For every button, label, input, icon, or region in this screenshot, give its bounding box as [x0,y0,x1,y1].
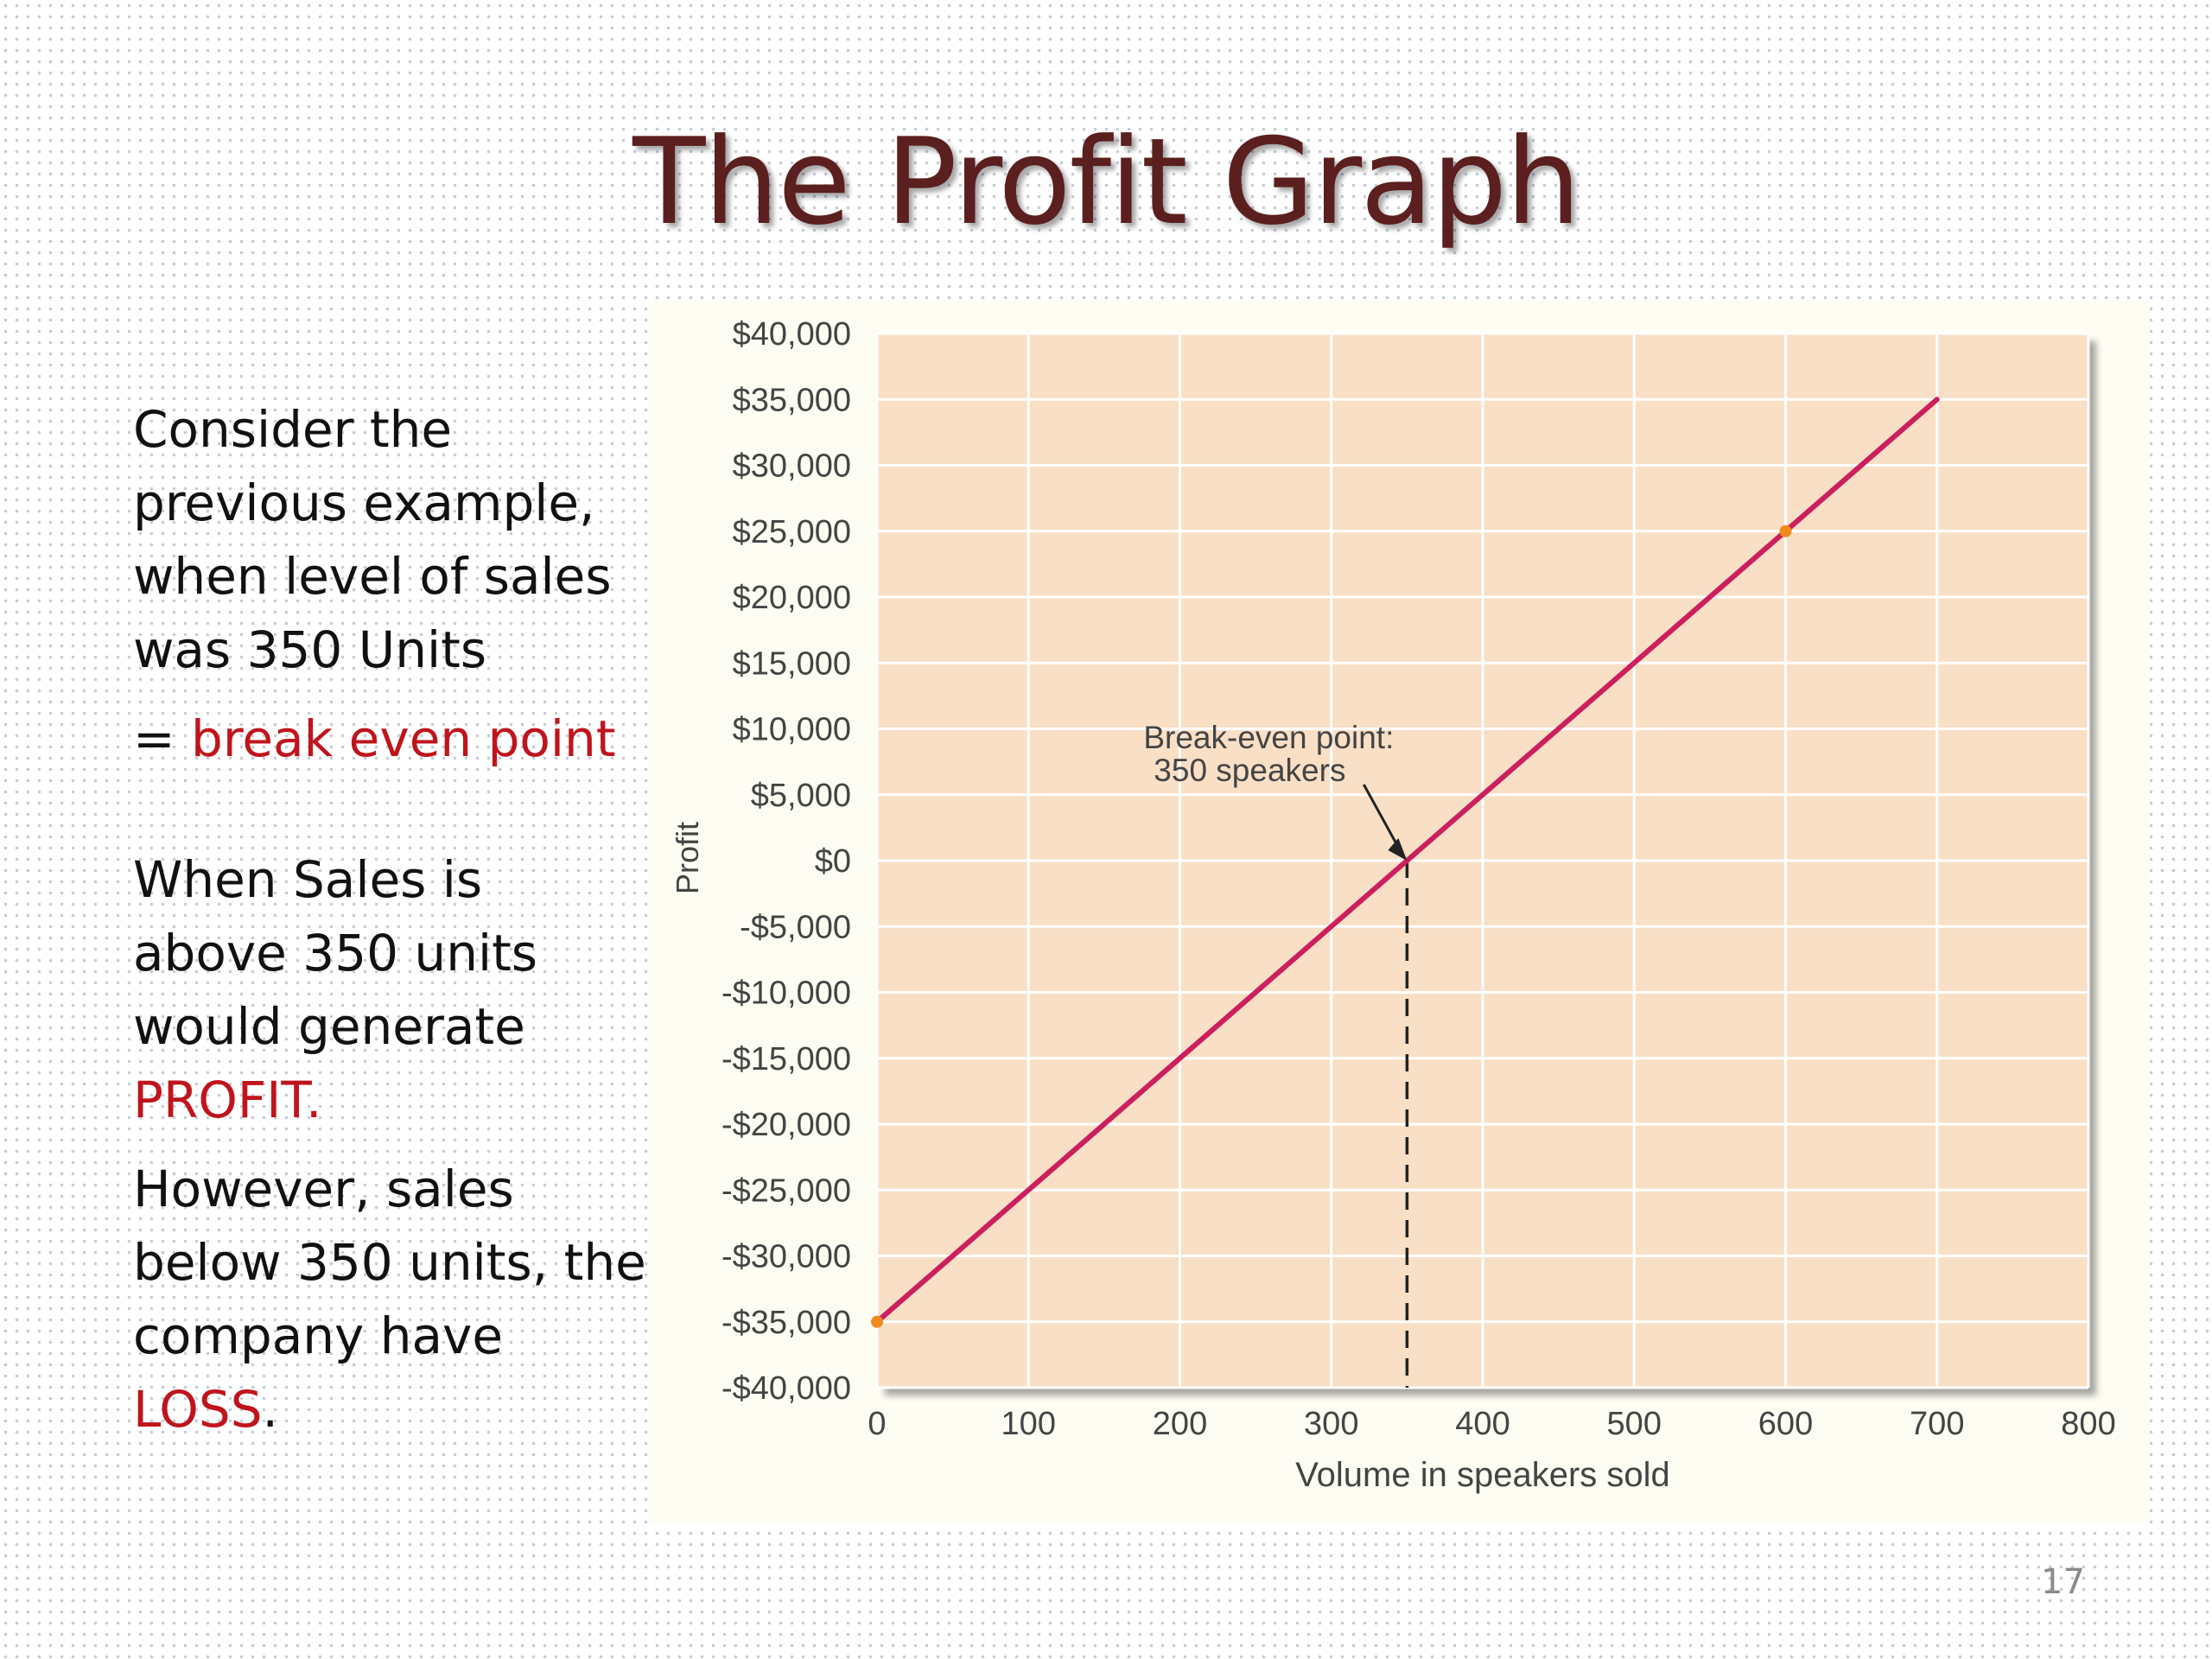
y-tick-label: $25,000 [733,514,851,550]
x-tick-label: 100 [1001,1406,1056,1442]
y-tick-label: $5,000 [751,778,851,814]
page-number: 17 [2041,1562,2085,1602]
x-tick-label: 400 [1455,1406,1510,1442]
y-tick-label: $35,000 [733,382,851,418]
y-tick-label: $30,000 [733,448,851,485]
text-loss-highlight: LOSS [133,1380,263,1439]
profit-chart: 0 100 200 300 400 500 600 700 800 $40,000 $35,000 $… [670,316,2116,1494]
annotation-label-line2: 350 speakers [1154,753,1345,788]
x-axis-label: Volume in speakers sold [1295,1456,1670,1494]
text-profit-highlight: PROFIT. [133,1071,322,1129]
text-equals: = [133,709,192,768]
slide-title: The Profit Graph [632,112,1581,251]
annotation-label-line1: Break-even point: [1143,720,1394,755]
y-tick-label: $20,000 [733,580,851,616]
x-tick-label: 500 [1607,1406,1662,1442]
y-tick-label: $15,000 [733,645,851,682]
y-tick-label: -$10,000 [721,976,851,1012]
y-tick-label: $40,000 [733,316,851,353]
data-point-marker [871,1315,883,1328]
annotation-arrowhead [1388,838,1408,861]
data-point-marker [1779,524,1792,537]
y-tick-label: $0 [815,843,851,880]
y-tick-label: $10,000 [733,712,851,748]
text-consider: Consider the previous example, when leve… [133,400,612,679]
text-loss: However, sales below 350 units, the comp… [133,1153,652,1446]
y-tick-label: -$40,000 [721,1370,851,1407]
text-loss-body: However, sales below 350 units, the comp… [133,1160,646,1365]
x-tick-label: 200 [1153,1406,1207,1442]
text-profit-body: When Sales is above 350 units would gene… [133,850,538,1056]
x-tick-label: 800 [2061,1406,2115,1442]
x-tick-label: 300 [1304,1406,1358,1442]
text-break-even-highlight: break even point [191,709,616,768]
text-break-even: = break even point [133,702,652,776]
y-tick-label: -$5,000 [740,909,851,945]
x-tick-label: 600 [1758,1406,1813,1442]
x-tick-label: 700 [1910,1406,1964,1442]
slide-text: Consider the previous example, when leve… [133,393,652,1446]
y-tick-label: -$15,000 [721,1041,851,1077]
y-tick-label: -$30,000 [721,1239,851,1275]
chart-panel: 0 100 200 300 400 500 600 700 800 $40,000 $35,000 $… [648,301,2150,1523]
text-loss-period: . [262,1380,278,1439]
text-profit: When Sales is above 350 units would gene… [133,843,652,1137]
x-tick-label: 0 [868,1406,886,1442]
y-tick-label: -$25,000 [721,1173,851,1209]
y-tick-label: -$20,000 [721,1107,851,1143]
y-axis-label: Profit [670,822,705,894]
y-tick-label: -$35,000 [721,1305,851,1341]
